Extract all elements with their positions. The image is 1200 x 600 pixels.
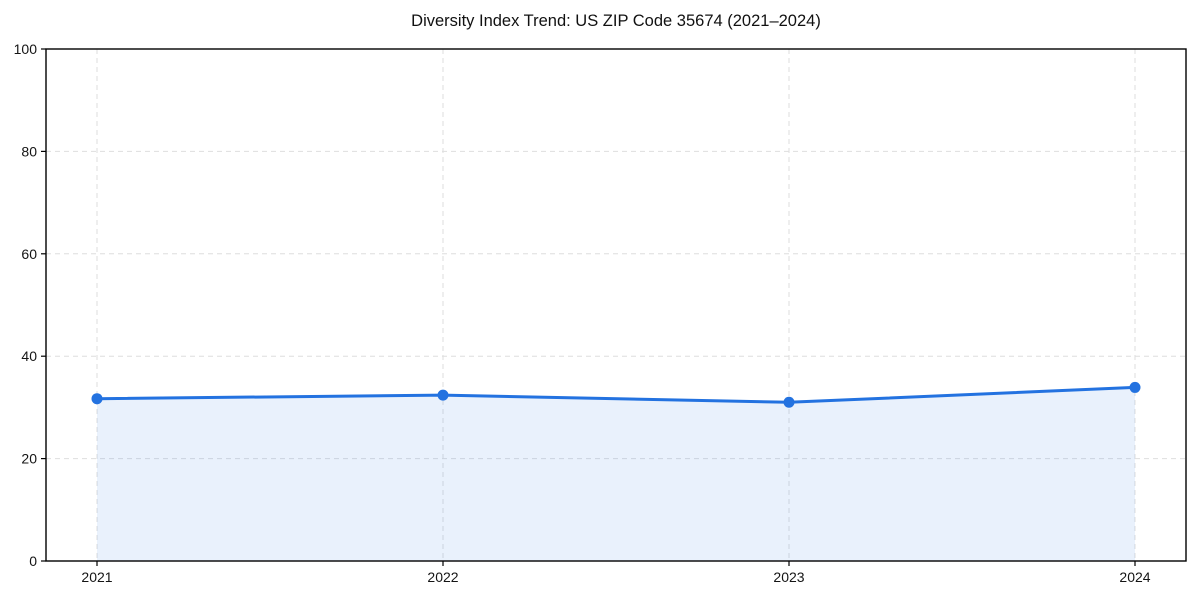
x-tick-label: 2021: [81, 569, 112, 585]
area-fill: [97, 387, 1135, 561]
x-tick-label: 2024: [1119, 569, 1150, 585]
y-tick-label: 20: [21, 451, 37, 467]
data-point-2024: [1129, 381, 1141, 393]
trend-line: [95, 385, 1137, 404]
y-tick-label: 40: [21, 348, 37, 364]
y-tick-label: 0: [29, 553, 37, 569]
axis-frame: [45, 48, 1187, 562]
y-tick-label: 60: [21, 246, 37, 262]
y-tick-label: 100: [14, 41, 38, 57]
chart-title: Diversity Index Trend: US ZIP Code 35674…: [411, 12, 821, 30]
x-tick-label: 2022: [427, 569, 458, 585]
y-tick-label: 80: [21, 143, 37, 159]
data-point-2023: [783, 396, 795, 408]
x-tick-label: 2023: [773, 569, 804, 585]
data-point-2021: [91, 393, 103, 405]
data-point-2022: [437, 389, 449, 401]
